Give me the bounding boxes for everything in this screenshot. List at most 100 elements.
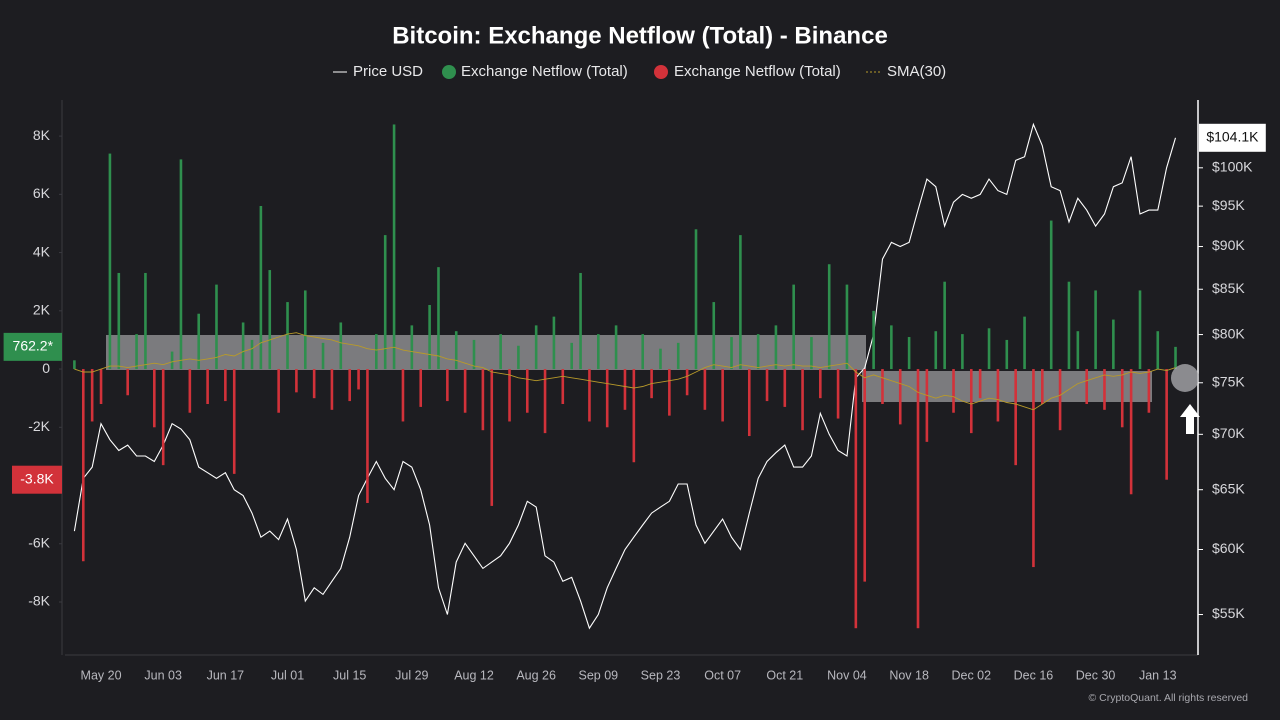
marks [73,122,1177,630]
bar [383,235,387,370]
y2-tick-label: $85K [1212,280,1245,296]
bar [330,369,334,410]
bar [1014,369,1017,466]
bar [730,337,733,370]
y-tick-label: 8K [33,127,51,143]
bar [90,369,94,422]
legend-label: Price USD [353,63,423,80]
x-tick-label: Oct 07 [704,668,741,682]
bar [836,369,840,419]
bar [1174,346,1177,370]
bar [623,369,627,410]
bar [756,334,760,370]
bar [1165,369,1168,480]
bar [357,369,360,390]
y-tick-label: 4K [33,243,51,259]
bar [961,334,964,370]
y-tick-label: -6K [28,534,50,550]
bar [703,369,707,410]
bar [561,369,565,404]
bar [1085,369,1089,404]
bar [1103,369,1106,410]
bar [366,369,369,504]
x-tick-label: Nov 18 [889,668,929,682]
bar [1067,281,1071,370]
bar [286,302,289,370]
value-badge [1199,123,1266,152]
y2-tick-label: $70K [1212,425,1245,441]
bar [534,325,538,370]
bar [401,369,405,422]
bar [144,272,147,370]
bar [721,369,724,422]
bar [419,369,423,407]
bar [978,369,982,399]
bar [872,310,875,370]
bar [898,369,902,425]
y-tick-label: -2K [28,418,50,434]
bar [375,334,378,370]
bar [437,267,440,370]
bar [170,351,174,370]
x-tick-label: Nov 04 [827,668,867,682]
value-badge [12,465,62,494]
x-tick-label: Dec 30 [1076,668,1116,682]
bar [827,264,831,370]
bar [881,369,884,404]
bar [588,369,591,422]
bar [1041,369,1044,404]
bar [215,284,218,370]
bar [206,369,209,404]
bar [410,325,414,370]
legend-label: Exchange Netflow (Total) [461,63,628,80]
bar [508,369,511,422]
bar [632,369,636,463]
bar [659,348,662,370]
bar [454,331,458,370]
chart-title: Bitcoin: Exchange Netflow (Total) - Bina… [392,22,888,49]
y-tick-label: -8K [28,593,50,609]
bar [1129,369,1133,495]
bar [916,369,920,629]
y2-tick-label: $65K [1212,480,1245,496]
bar [712,302,716,370]
bar [614,325,618,370]
bar [668,369,671,416]
bar [224,369,227,402]
y2-tick-label: $95K [1212,197,1245,213]
bar [570,342,573,370]
bar [161,369,165,466]
bar [232,369,236,474]
highlight-circle [1171,364,1199,392]
x-tick-label: Jul 01 [271,668,304,682]
bar [739,235,742,370]
bar [943,281,946,370]
bar [676,342,680,370]
y2-tick-label: $60K [1212,540,1245,556]
x-tick-label: Aug 26 [516,668,556,682]
bar [241,322,245,370]
y-tick-label: 2K [33,302,51,318]
bar [907,337,911,370]
bar [312,369,316,399]
bar [250,339,254,370]
legend-swatch [654,65,668,79]
bar [99,369,103,404]
y-tick-label: 6K [33,185,51,201]
x-tick-label: Dec 16 [1014,668,1054,682]
bar [685,369,689,396]
bar [108,153,112,370]
bar [1156,331,1160,370]
bar [321,342,325,370]
bar [277,369,280,413]
x-tick-label: Jan 13 [1139,668,1177,682]
y2-tick-label: $55K [1212,605,1245,621]
bar [765,369,769,402]
bar [348,369,351,402]
y2-tick-label: $80K [1212,325,1245,341]
bar [339,322,343,370]
value-badge [3,332,63,361]
bar [579,272,582,370]
